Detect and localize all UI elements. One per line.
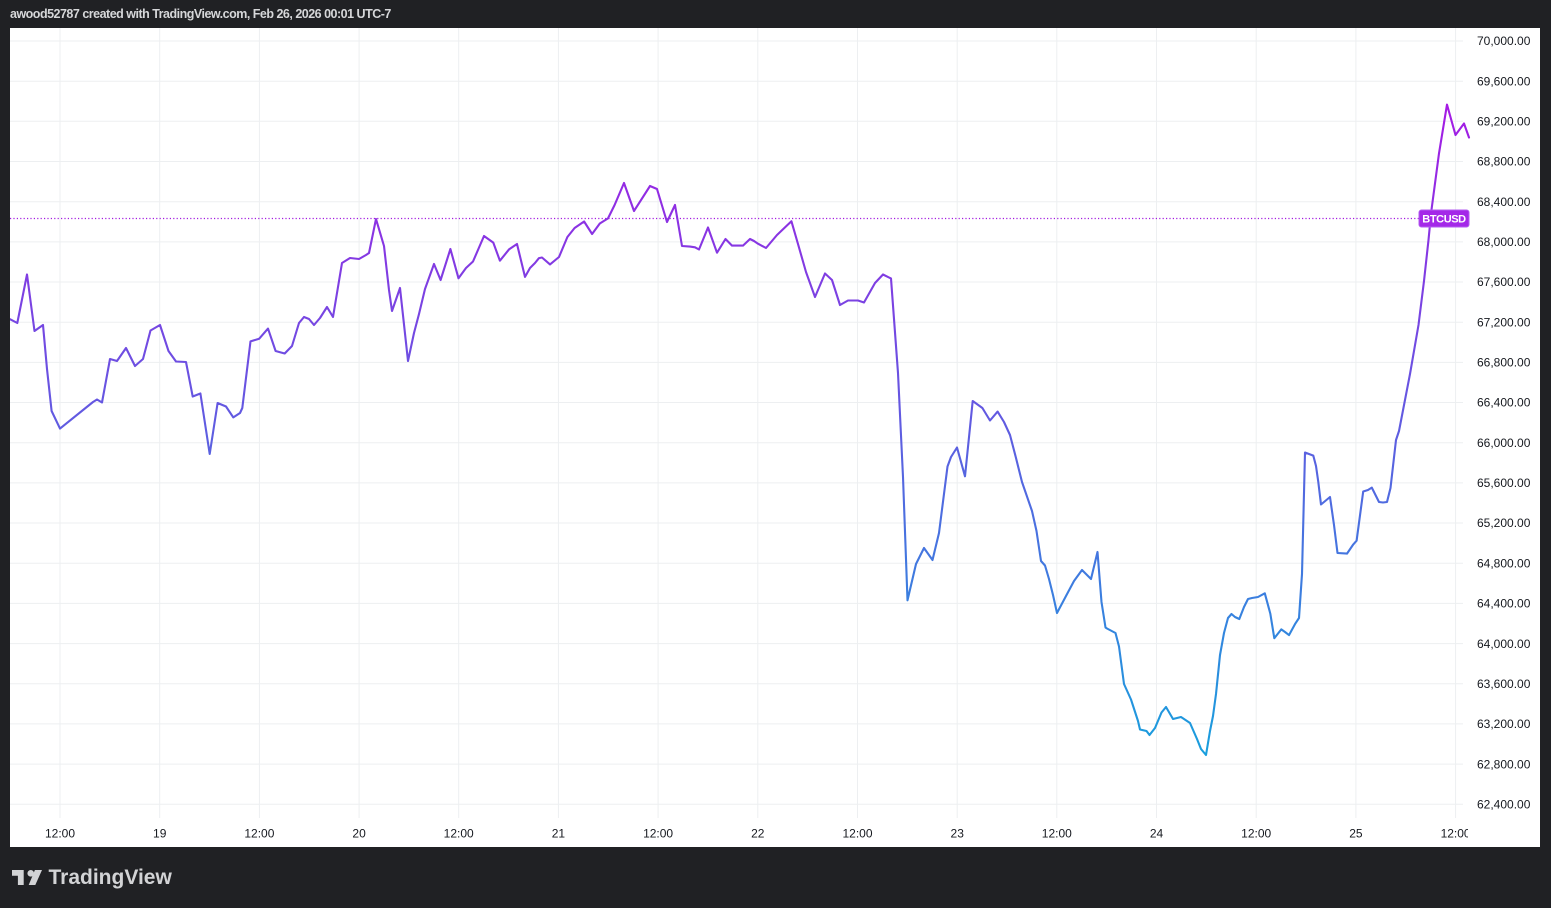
svg-text:12:00: 12:00 bbox=[45, 827, 75, 841]
svg-text:21: 21 bbox=[552, 827, 566, 841]
svg-text:12:00: 12:00 bbox=[1441, 827, 1471, 841]
svg-text:66,400.00: 66,400.00 bbox=[1477, 396, 1531, 410]
svg-text:24: 24 bbox=[1150, 827, 1164, 841]
svg-text:63,200.00: 63,200.00 bbox=[1477, 717, 1531, 731]
svg-text:64,000.00: 64,000.00 bbox=[1477, 637, 1531, 651]
svg-text:12:00: 12:00 bbox=[444, 827, 474, 841]
svg-text:BTCUSD: BTCUSD bbox=[1422, 214, 1466, 226]
svg-text:62,800.00: 62,800.00 bbox=[1477, 757, 1531, 771]
svg-text:12:00: 12:00 bbox=[842, 827, 872, 841]
svg-text:12:00: 12:00 bbox=[244, 827, 274, 841]
svg-text:66,800.00: 66,800.00 bbox=[1477, 356, 1531, 370]
svg-text:12:00: 12:00 bbox=[1042, 827, 1072, 841]
svg-text:68,400.00: 68,400.00 bbox=[1477, 195, 1531, 209]
svg-text:70,000.00: 70,000.00 bbox=[1477, 34, 1531, 48]
svg-text:63,600.00: 63,600.00 bbox=[1477, 677, 1531, 691]
svg-text:68,000.00: 68,000.00 bbox=[1477, 235, 1531, 249]
svg-text:12:00: 12:00 bbox=[643, 827, 673, 841]
svg-text:69,200.00: 69,200.00 bbox=[1477, 115, 1531, 129]
svg-text:68,800.00: 68,800.00 bbox=[1477, 155, 1531, 169]
svg-text:22: 22 bbox=[751, 827, 765, 841]
svg-text:62,400.00: 62,400.00 bbox=[1477, 797, 1531, 811]
svg-text:23: 23 bbox=[951, 827, 965, 841]
svg-text:65,600.00: 65,600.00 bbox=[1477, 476, 1531, 490]
svg-text:67,200.00: 67,200.00 bbox=[1477, 315, 1531, 329]
svg-text:12:00: 12:00 bbox=[1241, 827, 1271, 841]
svg-text:64,400.00: 64,400.00 bbox=[1477, 597, 1531, 611]
svg-text:19: 19 bbox=[153, 827, 167, 841]
svg-text:64,800.00: 64,800.00 bbox=[1477, 556, 1531, 570]
svg-text:69,600.00: 69,600.00 bbox=[1477, 74, 1531, 88]
svg-text:66,000.00: 66,000.00 bbox=[1477, 436, 1531, 450]
svg-text:65,200.00: 65,200.00 bbox=[1477, 516, 1531, 530]
svg-text:67,600.00: 67,600.00 bbox=[1477, 275, 1531, 289]
svg-text:20: 20 bbox=[352, 827, 366, 841]
svg-text:25: 25 bbox=[1349, 827, 1363, 841]
